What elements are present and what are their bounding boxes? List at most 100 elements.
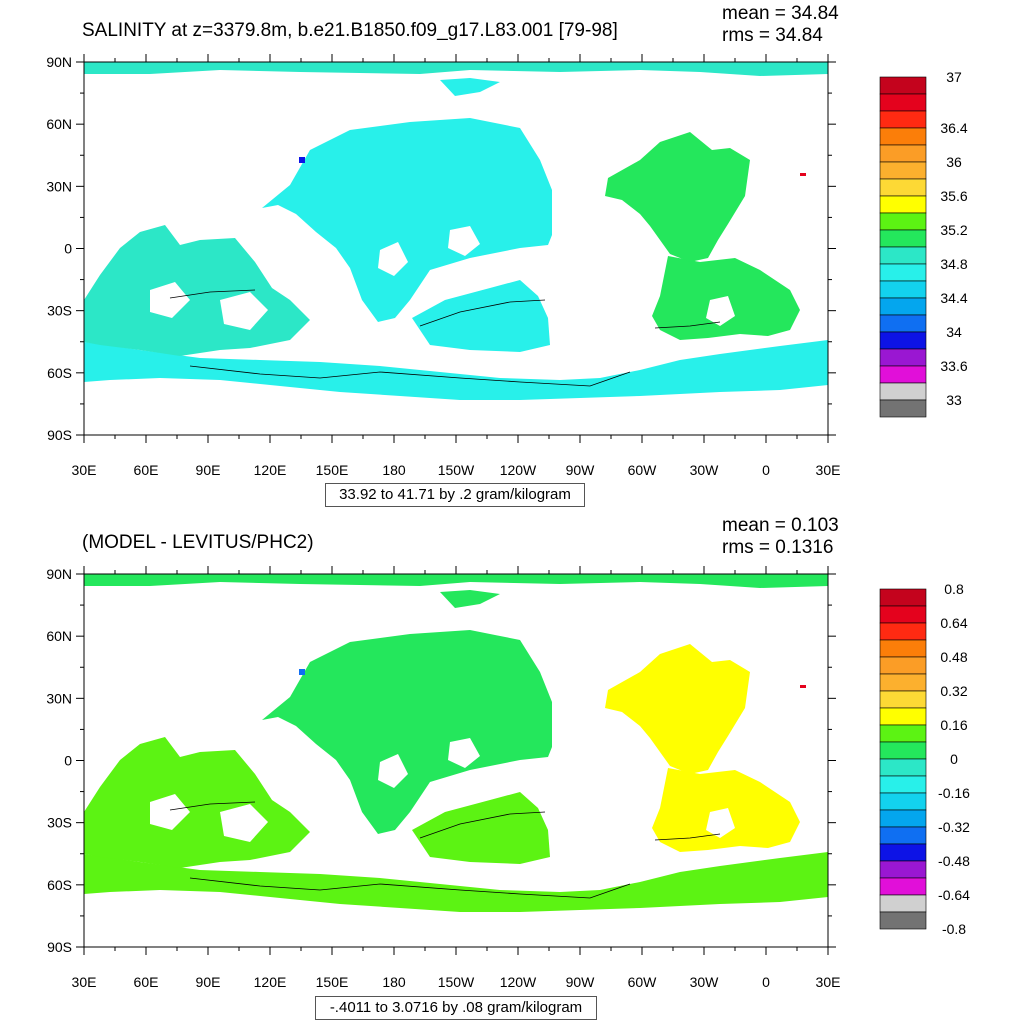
- difference-panel: (MODEL - LEVITUS/PHC2) mean = 0.103 rms …: [0, 512, 1024, 1024]
- colorbar-label: 34: [946, 324, 962, 340]
- land-mass: [448, 226, 480, 256]
- colorbar-label: -0.48: [938, 853, 970, 869]
- colorbar-swatch: [879, 622, 927, 641]
- ocean-region-atlantic-north: [605, 644, 750, 774]
- land-mass: [598, 798, 628, 834]
- contour-info-box: 33.92 to 41.71 by .2 gram/kilogram: [325, 483, 585, 507]
- lon-tick-label: 150E: [316, 974, 349, 990]
- lon-tick-label: 60W: [628, 974, 658, 990]
- ocean-region-atlantic-north: [605, 132, 750, 262]
- lon-tick-label: 0: [762, 462, 770, 478]
- colorbar: 37 36.4 36 35.6 35.2 34.8 34.4 34 33.6 33: [879, 69, 968, 418]
- colorbar-swatch: [879, 263, 927, 282]
- colorbar-swatch: [879, 894, 927, 913]
- ocean-region-arctic: [84, 574, 828, 588]
- ocean-region-arctic: [84, 62, 828, 76]
- ocean-region-north-pacific-deep: [440, 78, 500, 96]
- lat-tick-label: 0: [64, 241, 72, 257]
- lon-tick-label: 120W: [500, 974, 537, 990]
- colorbar-swatch: [879, 911, 927, 930]
- land-mass: [150, 282, 190, 318]
- land-mass: [706, 296, 735, 326]
- colorbar-swatch: [879, 229, 927, 248]
- lon-tick-label: 60W: [628, 462, 658, 478]
- colorbar-swatch: [879, 775, 927, 794]
- colorbar-label: 34.4: [940, 290, 967, 306]
- ocean-region-spot-b: [800, 173, 806, 176]
- land-mass: [150, 794, 190, 830]
- colorbar-label: 33.6: [940, 358, 967, 374]
- colorbar-swatch: [879, 178, 927, 197]
- colorbar-swatch: [879, 741, 927, 760]
- lat-tick-label: 30N: [46, 690, 72, 706]
- colorbar-label: -0.16: [938, 785, 970, 801]
- colorbar-swatch: [879, 212, 927, 231]
- panel-title: (MODEL - LEVITUS/PHC2): [82, 532, 314, 553]
- contour-line: [189, 365, 631, 387]
- colorbar: 0.8 0.64 0.48 0.32 0.16 0 -0.16 -0.32 -0.48 -0.64…: [879, 581, 970, 937]
- lat-tick-label: 30N: [46, 178, 72, 194]
- colorbar-label: 34.8: [940, 256, 967, 272]
- colorbar-label: 33: [946, 392, 962, 408]
- lat-tick-label: 60N: [46, 628, 72, 644]
- land-mass: [448, 738, 480, 768]
- colorbar-label: 37: [946, 69, 962, 85]
- colorbar-label: -0.64: [938, 887, 970, 903]
- lat-tick-label: 90S: [47, 939, 72, 955]
- contour-line: [169, 801, 256, 811]
- colorbar-label: 36: [946, 154, 962, 170]
- lon-tick-label: 90E: [196, 974, 221, 990]
- colorbar-label: -0.8: [942, 921, 966, 937]
- colorbar-swatch: [879, 843, 927, 862]
- colorbar-swatch: [879, 877, 927, 896]
- colorbar-swatch: [879, 690, 927, 709]
- contour-line: [189, 877, 631, 899]
- salinity-map: 90N 60N 30N 0 30S 60S 90S 30E 60E 90E 120E 150E 180 1…: [46, 54, 968, 478]
- colorbar-label: 35.6: [940, 188, 967, 204]
- lat-tick-label: 60S: [47, 877, 72, 893]
- lat-tick-label: 30S: [47, 815, 72, 831]
- colorbar-label: 36.4: [940, 120, 967, 136]
- land-mass: [378, 242, 408, 276]
- ocean-region-pacific: [262, 630, 552, 834]
- land-mass: [598, 286, 628, 322]
- ocean-region-southern-ocean: [84, 340, 828, 400]
- lon-tick-label: 90W: [566, 974, 596, 990]
- colorbar-swatch: [879, 93, 927, 112]
- colorbar-swatch: [879, 297, 927, 316]
- ocean-region-north-pacific-deep: [440, 590, 500, 608]
- colorbar-label: 0.48: [940, 649, 967, 665]
- colorbar-label: -0.32: [938, 819, 970, 835]
- lon-tick-label: 90W: [566, 462, 596, 478]
- lon-tick-label: 150W: [438, 974, 475, 990]
- colorbar-swatch: [879, 860, 927, 879]
- lat-tick-label: 60N: [46, 116, 72, 132]
- lat-tick-label: 90S: [47, 427, 72, 443]
- contour-line: [169, 289, 256, 299]
- rms-value: rms = 34.84: [722, 25, 823, 46]
- lon-tick-label: 180: [382, 462, 406, 478]
- lon-tick-label: 30E: [72, 974, 97, 990]
- colorbar-swatch: [879, 348, 927, 367]
- colorbar-swatch: [879, 280, 927, 299]
- colorbar-swatch: [879, 365, 927, 384]
- colorbar-swatch: [879, 382, 927, 401]
- mean-value: mean = 34.84: [722, 3, 839, 24]
- land-mass: [540, 258, 575, 296]
- lon-tick-label: 30W: [690, 974, 720, 990]
- lon-tick-label: 120W: [500, 462, 537, 478]
- ocean-region-pacific: [262, 118, 552, 322]
- colorbar-swatch: [879, 707, 927, 726]
- colorbar-label: 35.2: [940, 222, 967, 238]
- lat-tick-label: 0: [64, 753, 72, 769]
- contour-line: [654, 321, 721, 329]
- ocean-region-spot-a: [299, 669, 305, 675]
- lat-tick-label: 30S: [47, 303, 72, 319]
- colorbar-swatch: [879, 314, 927, 333]
- mean-value: mean = 0.103: [722, 515, 839, 536]
- lon-tick-label: 150W: [438, 462, 475, 478]
- contour-info-box: -.4011 to 3.0716 by .08 gram/kilogram: [315, 996, 597, 1020]
- lon-tick-label: 30E: [72, 462, 97, 478]
- colorbar-swatch: [879, 399, 927, 418]
- panel-title: SALINITY at z=3379.8m, b.e21.B1850.f09_g…: [82, 20, 618, 41]
